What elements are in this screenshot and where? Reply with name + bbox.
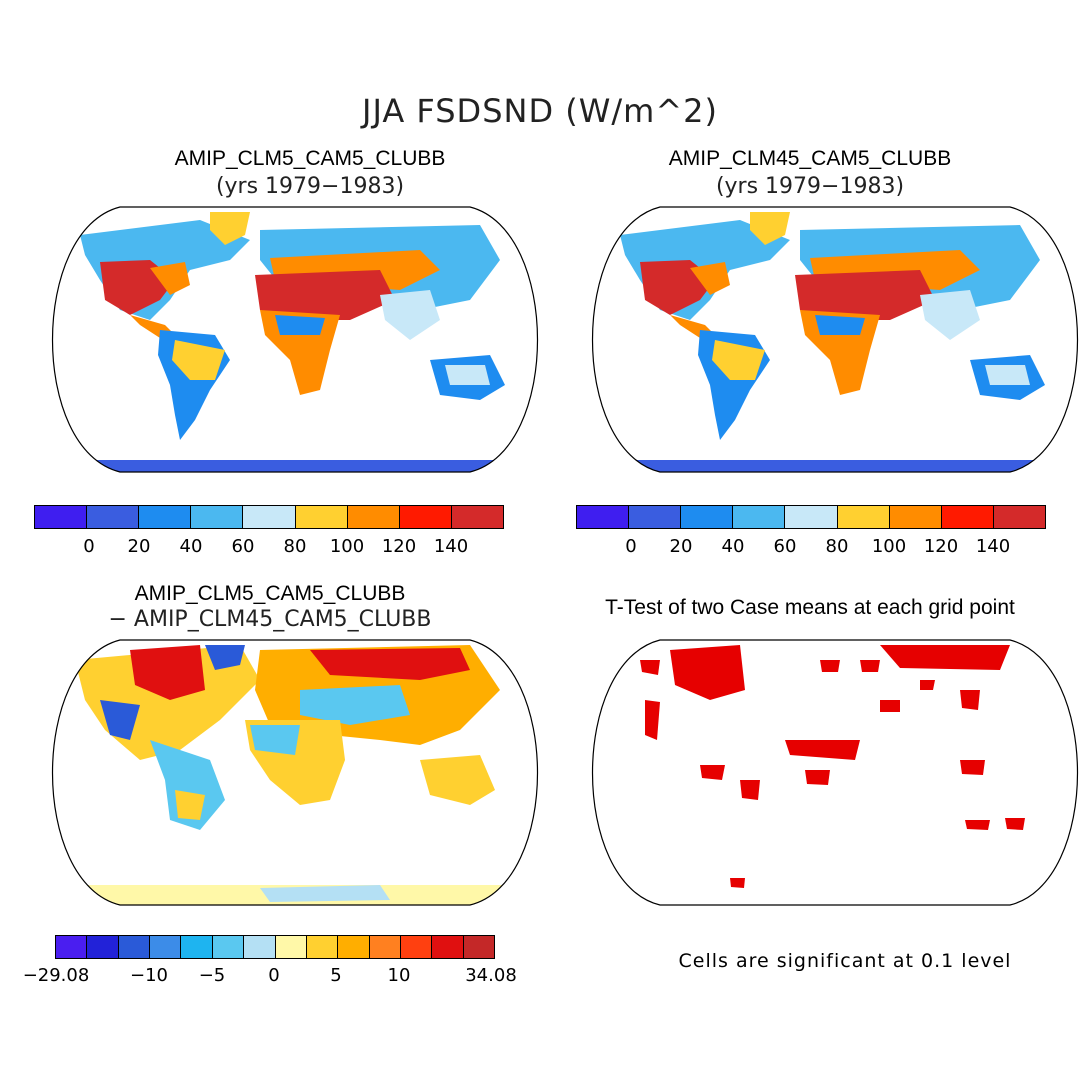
colorbar-tick: 20 bbox=[669, 536, 693, 557]
colorbar-tick: −10 bbox=[130, 965, 168, 986]
panel-title-top-left: AMIP_CLM5_CAM5_CLUBB bbox=[174, 147, 446, 170]
colorbar-tick: 120 bbox=[923, 536, 959, 557]
colorbar-tick: −5 bbox=[198, 965, 226, 986]
colorbar-cell bbox=[295, 506, 348, 528]
colorbar-tick: 34.08 bbox=[465, 965, 517, 986]
colorbar-cell bbox=[463, 936, 495, 958]
colorbar-tick: −29.08 bbox=[22, 965, 90, 986]
colorbar-cell bbox=[941, 506, 994, 528]
colorbar-cell bbox=[577, 506, 630, 528]
colorbar-cell bbox=[212, 936, 245, 958]
colorbar-cell bbox=[432, 936, 464, 958]
colorbar-cell bbox=[347, 506, 400, 528]
colorbar-cell bbox=[629, 506, 682, 528]
colorbar-cell bbox=[400, 936, 433, 958]
colorbar-tick: 140 bbox=[975, 536, 1011, 557]
colorbar-tick: 60 bbox=[231, 536, 255, 557]
colorbar-tick: 0 bbox=[83, 536, 95, 557]
panel-subtitle-top-left: (yrs 1979−1983) bbox=[215, 174, 405, 199]
panel-subtitle-top-right: (yrs 1979−1983) bbox=[715, 174, 905, 199]
panel-title-bottom-left: AMIP_CLM5_CAM5_CLUBB bbox=[134, 582, 406, 605]
colorbar-tick: 0 bbox=[625, 536, 637, 557]
colorbar-tick: 10 bbox=[387, 965, 411, 986]
colorbar-cell bbox=[191, 506, 244, 528]
colorbar-cell bbox=[118, 936, 151, 958]
colorbar-tick: 120 bbox=[381, 536, 417, 557]
colorbar-cell bbox=[243, 506, 296, 528]
colorbar-cell bbox=[275, 936, 307, 958]
colorbar-cell bbox=[785, 506, 838, 528]
colorbar-tick: 5 bbox=[330, 965, 342, 986]
panel-title-bottom-right: T-Test of two Case means at each grid po… bbox=[605, 596, 1015, 619]
colorbar-tick: 100 bbox=[329, 536, 365, 557]
figure-title: JJA FSDSND (W/m^2) bbox=[362, 92, 718, 130]
colorbar-bottom-left bbox=[55, 935, 495, 959]
colorbar-cell bbox=[35, 506, 88, 528]
colorbar-top-right bbox=[576, 505, 1046, 529]
panel-title-top-right: AMIP_CLM45_CAM5_CLUBB bbox=[668, 147, 952, 170]
colorbar-top-left bbox=[34, 505, 504, 529]
colorbar-cell bbox=[56, 936, 88, 958]
colorbar-cell bbox=[87, 506, 140, 528]
panel-subtitle-bottom-left: − AMIP_CLM45_CAM5_CLUBB bbox=[108, 607, 432, 632]
colorbar-cell bbox=[150, 936, 182, 958]
colorbar-cell bbox=[889, 506, 942, 528]
colorbar-tick: 140 bbox=[433, 536, 469, 557]
significance-footnote: Cells are significant at 0.1 level bbox=[678, 950, 1012, 972]
colorbar-cell bbox=[733, 506, 786, 528]
colorbar-tick: 60 bbox=[773, 536, 797, 557]
colorbar-tick: 40 bbox=[721, 536, 745, 557]
colorbar-cell bbox=[369, 936, 401, 958]
colorbar-tick: 100 bbox=[871, 536, 907, 557]
colorbar-tick: 40 bbox=[179, 536, 203, 557]
colorbar-cell bbox=[681, 506, 734, 528]
colorbar-tick: 80 bbox=[283, 536, 307, 557]
colorbar-cell bbox=[306, 936, 339, 958]
colorbar-cell bbox=[993, 506, 1045, 528]
colorbar-cell bbox=[181, 936, 213, 958]
colorbar-cell bbox=[139, 506, 192, 528]
colorbar-cell bbox=[338, 936, 370, 958]
colorbar-cell bbox=[837, 506, 890, 528]
colorbar-cell bbox=[399, 506, 452, 528]
colorbar-tick: 80 bbox=[825, 536, 849, 557]
colorbar-cell bbox=[244, 936, 276, 958]
colorbar-tick: 0 bbox=[268, 965, 280, 986]
colorbar-cell bbox=[87, 936, 119, 958]
colorbar-cell bbox=[451, 506, 503, 528]
colorbar-tick: 20 bbox=[127, 536, 151, 557]
